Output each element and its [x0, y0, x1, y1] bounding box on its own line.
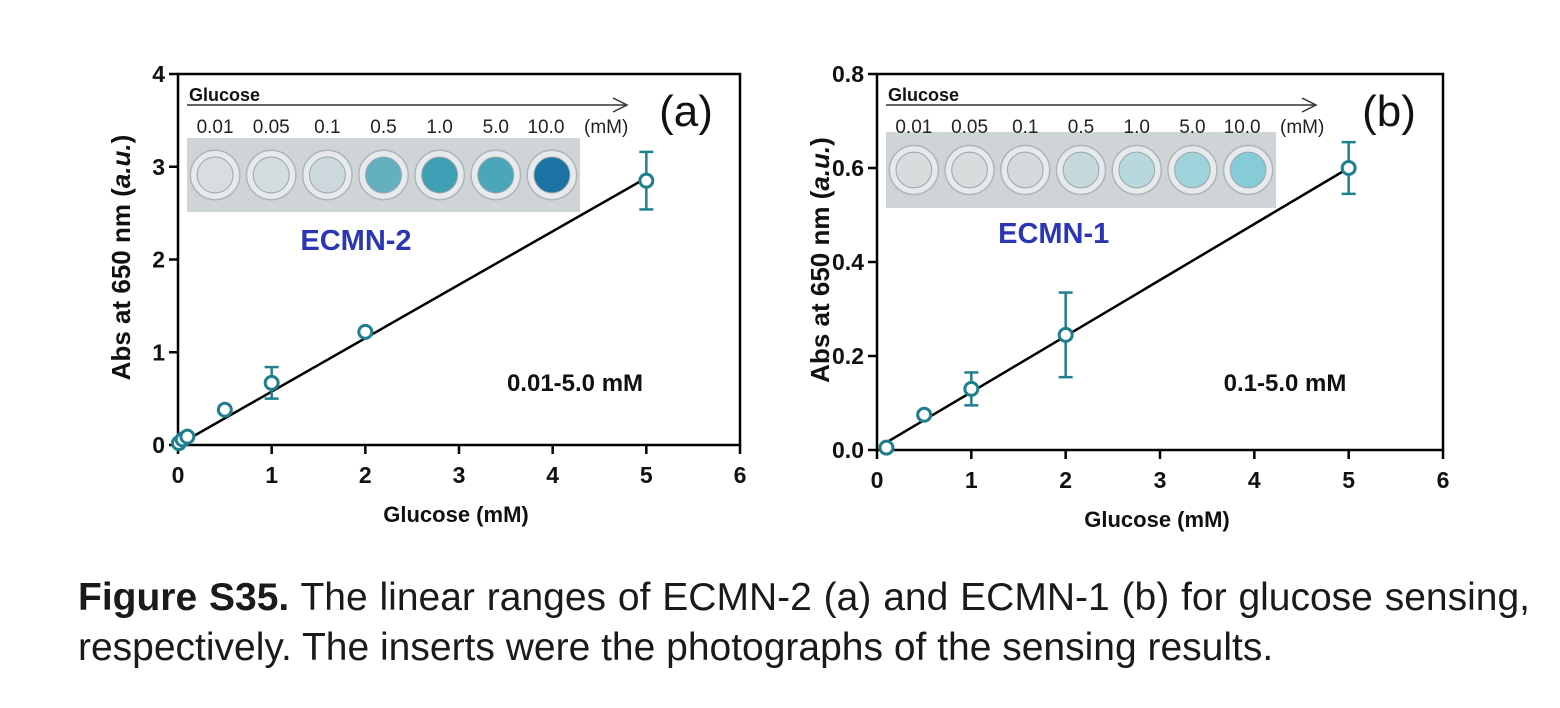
inset-well — [308, 156, 346, 194]
inset-well — [252, 156, 290, 194]
inset-sensor-name: ECMN-1 — [998, 218, 1109, 250]
data-point — [216, 401, 233, 418]
inset-well — [365, 156, 402, 194]
fit-line — [881, 166, 1350, 447]
x-tick-label: 5 — [640, 462, 653, 488]
x-tick-label: 4 — [546, 462, 559, 488]
x-axis-label: Glucose (mM) — [383, 502, 528, 527]
data-point — [263, 374, 280, 391]
inset-concentration-label: 0.01 — [895, 117, 932, 138]
inset-well — [895, 151, 933, 189]
inset-concentration-label: 5.0 — [1179, 117, 1205, 138]
y-axis-label: Abs at 650 nm (a.u.) — [106, 135, 136, 381]
y-tick-label: 1 — [152, 339, 165, 365]
caption-label: Figure S35. — [78, 576, 290, 619]
y-axis-label-unit: a.u. — [106, 143, 136, 188]
x-tick-label: 0 — [871, 467, 884, 493]
y-tick-label: 4 — [152, 61, 165, 87]
x-tick-label: 3 — [1154, 467, 1167, 493]
inset-concentration-label: 0.01 — [197, 117, 234, 138]
data-point — [1057, 326, 1074, 343]
inset-well — [477, 156, 515, 194]
inset-well — [196, 156, 234, 194]
inset-well — [1229, 151, 1267, 189]
x-tick-label: 1 — [265, 462, 278, 488]
y-tick-label: 0.6 — [832, 155, 864, 181]
data-point — [357, 323, 374, 340]
range-label: 0.1-5.0 mM — [1224, 370, 1347, 397]
data-point — [916, 406, 933, 423]
inset-well — [1006, 151, 1044, 189]
y-axis-label-suffix: ) — [805, 137, 835, 146]
caption-text: The linear ranges of ECMN-2 (a) and ECMN… — [78, 576, 1531, 669]
y-tick-label: 0.4 — [832, 249, 864, 275]
inset-well — [1118, 151, 1156, 189]
inset-concentration-label: 10.0 — [1224, 117, 1261, 138]
inset: Glucose 0.01 0.05 0.1 0.5 1.0 5.0 10.0 (mM) ECMN-… — [886, 85, 1324, 250]
inset-unit-label: (mM) — [584, 117, 628, 138]
inset-unit-label: (mM) — [1280, 117, 1324, 138]
inset-concentration-label: 0.1 — [314, 117, 340, 138]
y-tick-label: 0.0 — [832, 437, 864, 463]
inset-concentration-label: 0.5 — [1068, 117, 1094, 138]
inset-concentration-label: 1.0 — [1124, 117, 1150, 138]
x-tick-label: 1 — [965, 467, 978, 493]
x-tick-label: 3 — [453, 462, 466, 488]
data-point — [1340, 160, 1357, 176]
y-axis-label-prefix: Abs at 650 nm ( — [106, 188, 136, 381]
inset-well — [533, 156, 571, 194]
inset-concentration-label: 10.0 — [527, 117, 564, 138]
inset-well — [1062, 151, 1100, 189]
y-tick-label: 3 — [152, 154, 165, 180]
inset-arrow-label: Glucose — [189, 85, 260, 105]
fit-line — [177, 176, 647, 447]
inset-sensor-name: ECMN-2 — [300, 225, 411, 257]
y-axis-label-suffix: ) — [106, 135, 136, 144]
x-tick-label: 5 — [1342, 467, 1355, 493]
x-axis-label: Glucose (mM) — [1084, 507, 1229, 532]
data-point — [179, 428, 196, 445]
x-tick-label: 2 — [359, 462, 372, 488]
x-tick-label: 2 — [1059, 467, 1072, 493]
x-tick-label: 0 — [172, 462, 185, 488]
inset-concentration-label: 0.05 — [951, 117, 988, 138]
x-tick-label: 4 — [1248, 467, 1261, 493]
inset-arrow-head — [1301, 97, 1318, 113]
y-tick-label: 0.2 — [832, 343, 864, 369]
inset-arrow-label: Glucose — [888, 85, 959, 105]
inset-concentration-label: 0.1 — [1012, 117, 1038, 138]
data-point — [878, 439, 895, 456]
inset-concentration-label: 5.0 — [483, 117, 509, 138]
y-tick-label: 0.8 — [832, 61, 864, 87]
inset-concentration-label: 1.0 — [426, 117, 452, 138]
data-point — [963, 380, 980, 397]
x-tick-label: 6 — [1437, 467, 1450, 493]
y-tick-label: 2 — [152, 247, 165, 273]
inset: Glucose 0.01 0.05 0.1 0.5 1.0 5.0 10.0 (mM) ECMN-… — [187, 85, 629, 257]
inset-well — [951, 151, 988, 189]
data-point — [638, 172, 655, 189]
y-axis-label-prefix: Abs at 650 nm ( — [805, 190, 835, 383]
panel-label: (a) — [659, 87, 713, 136]
y-tick-label: 0 — [152, 432, 165, 458]
inset-well — [421, 156, 459, 194]
y-axis-label: Abs at 650 nm (a.u.) — [805, 137, 835, 383]
inset-concentration-label: 0.05 — [253, 117, 290, 138]
x-tick-label: 6 — [734, 462, 747, 488]
inset-concentration-label: 0.5 — [370, 117, 396, 138]
range-label: 0.01-5.0 mM — [507, 370, 643, 397]
chart-panel-a: Glucose 0.01 0.05 0.1 0.5 1.0 5.0 10.0 (mM) ECMN-… — [106, 61, 746, 527]
figure-caption: Figure S35. The linear ranges of ECMN-2 … — [78, 573, 1530, 673]
panel-label: (b) — [1362, 87, 1416, 136]
inset-arrow-head — [612, 97, 629, 113]
y-axis-label-unit: a.u. — [805, 146, 835, 191]
inset-well — [1174, 151, 1211, 189]
